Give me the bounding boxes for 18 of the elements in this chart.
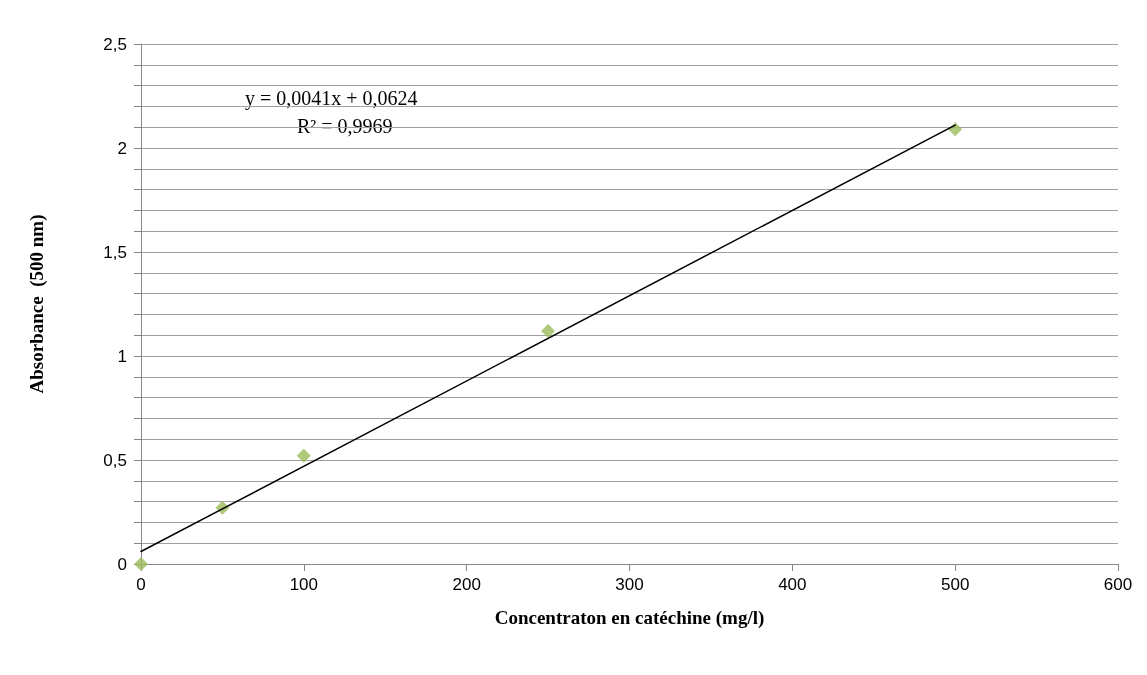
y-axis-title: Absorbance (500 nm) <box>26 214 48 394</box>
x-tick-label: 600 <box>1103 575 1133 594</box>
x-tick-label: 400 <box>778 575 807 594</box>
y-tick-label: 2 <box>117 138 127 158</box>
annotation: y = 0,0041x + 0,0624 <box>245 87 418 110</box>
y-tick-label: 1 <box>117 346 127 366</box>
x-tick-label: 100 <box>289 575 319 594</box>
x-tick-label: 200 <box>452 575 481 594</box>
x-tick-label: 500 <box>940 575 970 594</box>
point <box>296 448 311 463</box>
point <box>541 324 556 339</box>
x-tick-label: 0 <box>136 575 146 594</box>
y-tick-label: 0,5 <box>103 450 127 470</box>
x-axis-title: Concentraton en catéchine (mg/l) <box>494 607 765 629</box>
y-tick-label: 0 <box>117 554 127 574</box>
x-tick-label: 300 <box>615 575 644 594</box>
y-tick-label: 1,5 <box>103 242 127 262</box>
y-tick-label: 2,5 <box>103 34 127 54</box>
